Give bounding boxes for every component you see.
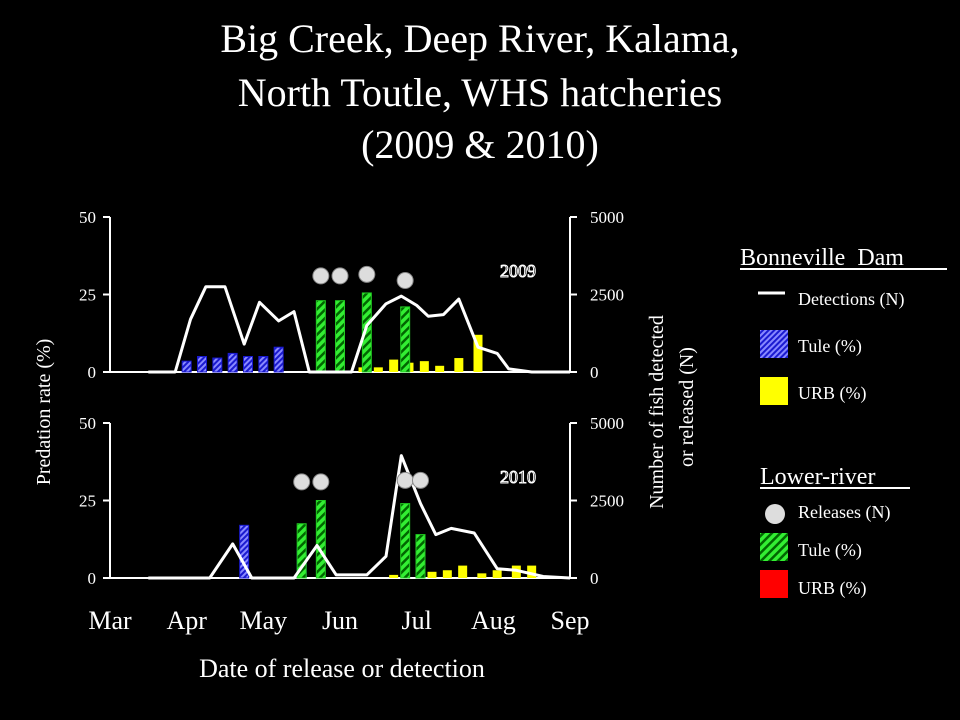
bar-urb-bonneville — [419, 361, 429, 372]
y-tick-left-label: 0 — [88, 569, 97, 588]
bar-urb-bonneville — [458, 565, 468, 578]
release-point — [412, 471, 429, 489]
legend-tule-lower-swatch — [760, 533, 788, 561]
y-tick-right-label: 2500 — [590, 286, 624, 305]
bar-tule-lower-river — [315, 500, 326, 579]
chart-panel-2010: 0 25 50 0 2500 5000 2010 — [79, 414, 624, 588]
legend-tule-bonneville-label: Tule (%) — [798, 336, 862, 357]
bar-urb-bonneville — [454, 358, 464, 372]
release-point — [358, 265, 376, 283]
y-axis-left-label: Predation rate (%) — [33, 339, 55, 486]
chart-title-line-1: Big Creek, Deep River, Kalama, — [220, 16, 740, 61]
y-tick-left-label: 50 — [79, 414, 96, 433]
detections-line — [148, 285, 570, 374]
year-label: 2009 — [500, 261, 536, 281]
x-axis-label: Date of release or detection — [199, 654, 485, 683]
chart-panel-2009: 0 25 50 0 2500 5000 2009 — [79, 208, 624, 382]
bar-urb-bonneville — [435, 365, 445, 372]
x-tick-label: Aug — [471, 606, 516, 635]
chart-title-line-3: (2009 & 2010) — [361, 122, 599, 167]
legend-lower-river-heading: Lower-river — [760, 464, 875, 490]
legend-urb-lower-label: URB (%) — [798, 578, 867, 599]
release-point — [312, 267, 330, 285]
bar-urb-bonneville — [442, 570, 452, 578]
legend-releases-swatch — [765, 504, 785, 524]
y-tick-left-label: 0 — [88, 363, 97, 382]
legend-urb-bonneville-swatch — [760, 377, 788, 405]
bar-tule-lower-river — [296, 523, 307, 579]
release-point — [293, 473, 311, 491]
legend-bonneville-heading: Bonneville Dam — [740, 245, 904, 271]
bar-tule-bonneville — [239, 524, 250, 579]
bar-tule-lower-river — [361, 292, 372, 373]
bar-tule-lower-river — [415, 534, 426, 579]
y-tick-right-label: 0 — [590, 569, 599, 588]
y-tick-right-label: 0 — [590, 363, 599, 382]
x-tick-label: Mar — [88, 606, 132, 635]
release-point — [396, 272, 414, 290]
release-point — [312, 473, 330, 491]
y-axis-right-label-line-1: Number of fish detected — [646, 315, 668, 509]
bar-urb-bonneville — [473, 334, 483, 372]
release-point — [396, 471, 414, 489]
bar-urb-bonneville — [373, 367, 383, 372]
x-tick-label: Jun — [322, 606, 358, 635]
bar-urb-bonneville — [427, 571, 437, 578]
x-tick-label: Sep — [551, 606, 590, 635]
bar-urb-bonneville — [389, 574, 399, 578]
detections-line — [148, 454, 571, 580]
legend-tule-bonneville-swatch — [760, 330, 788, 358]
legend: Bonneville Dam Detections (N) Tule (%) U… — [740, 245, 947, 599]
year-label: 2010 — [500, 467, 536, 487]
chart-panels: 0 25 50 0 2500 5000 2009 0 25 50 0 2500 5000 2010 — [79, 208, 624, 588]
y-axis-right-label-line-2: or released (N) — [676, 347, 698, 467]
bar-tule-bonneville — [181, 360, 192, 373]
legend-detections-label: Detections (N) — [798, 289, 904, 310]
bar-urb-bonneville — [477, 573, 487, 578]
bar-tule-lower-river — [400, 306, 411, 373]
bar-urb-bonneville — [527, 565, 537, 578]
bar-tule-bonneville — [197, 356, 207, 373]
y-tick-right-label: 5000 — [590, 414, 624, 433]
y-tick-right-label: 2500 — [590, 492, 624, 511]
legend-tule-lower-label: Tule (%) — [798, 540, 862, 561]
release-point — [331, 267, 349, 285]
bar-tule-bonneville — [212, 357, 223, 373]
bar-tule-bonneville — [227, 352, 238, 373]
x-tick-label: Apr — [166, 606, 207, 635]
legend-releases-label: Releases (N) — [798, 502, 890, 523]
bar-tule-lower-river — [400, 503, 411, 579]
x-tick-label: May — [239, 606, 287, 635]
legend-urb-lower-swatch — [760, 570, 788, 598]
chart-title-line-2: North Toutle, WHS hatcheries — [237, 70, 723, 115]
y-tick-left-label: 25 — [79, 286, 96, 305]
y-tick-right-label: 5000 — [590, 208, 624, 227]
bar-tule-bonneville — [273, 346, 284, 373]
x-tick-label: Jul — [401, 606, 431, 635]
bar-tule-lower-river — [315, 300, 326, 373]
y-tick-left-label: 50 — [79, 208, 96, 227]
y-tick-left-label: 25 — [79, 492, 96, 511]
bar-tule-bonneville — [258, 356, 269, 373]
x-axis-ticks: Mar Apr May Jun Jul Aug Sep — [88, 606, 589, 635]
legend-urb-bonneville-label: URB (%) — [798, 383, 867, 404]
bar-urb-bonneville — [389, 359, 399, 372]
bar-urb-bonneville — [492, 570, 502, 578]
bar-tule-bonneville — [243, 356, 253, 373]
bar-tule-lower-river — [335, 300, 345, 373]
